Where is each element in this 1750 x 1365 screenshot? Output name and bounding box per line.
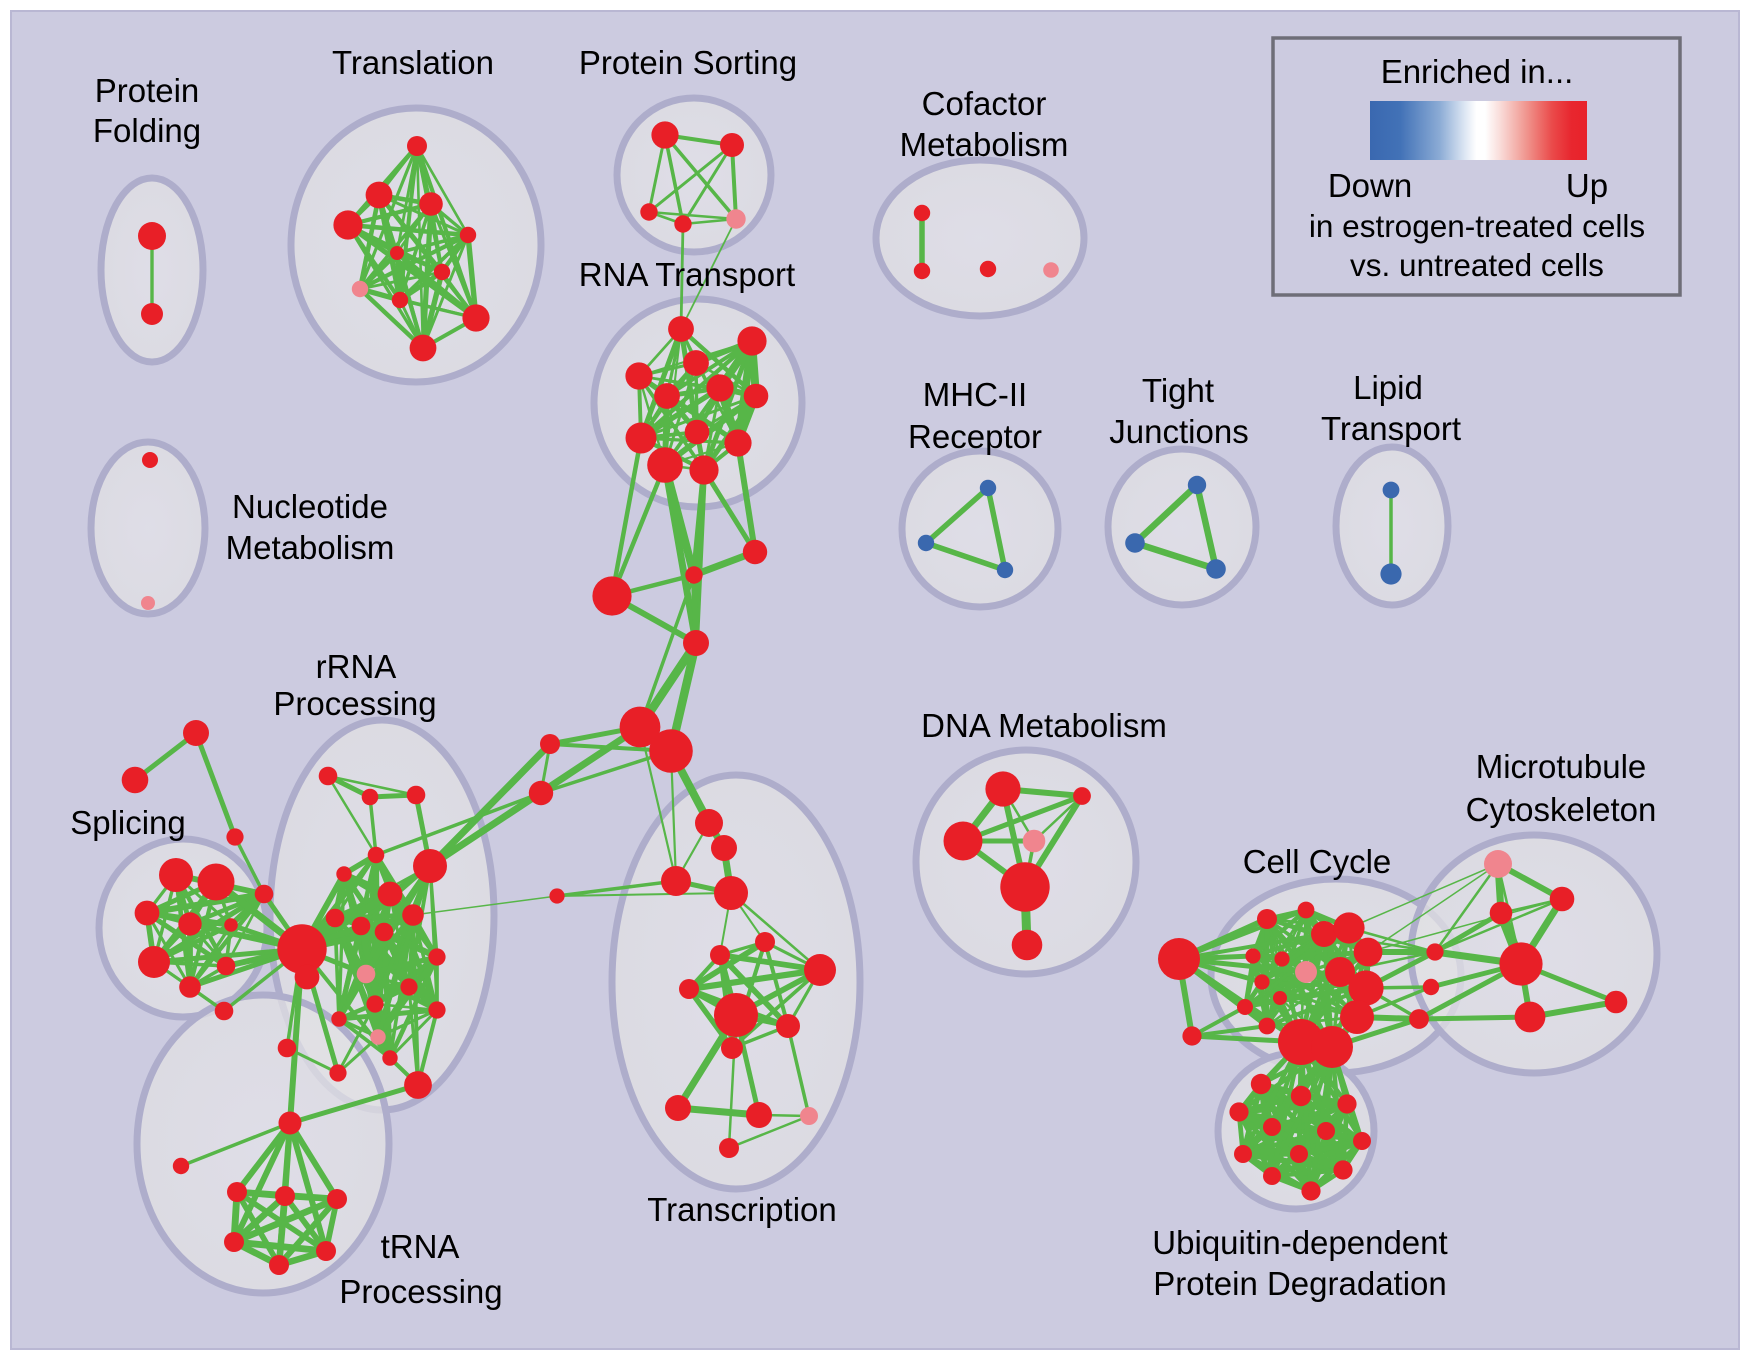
svg-text:Protein Degradation: Protein Degradation <box>1153 1265 1447 1302</box>
svg-text:Nucleotide: Nucleotide <box>232 488 388 525</box>
svg-text:Processing: Processing <box>273 685 436 722</box>
svg-text:Cytoskeleton: Cytoskeleton <box>1466 791 1657 828</box>
svg-text:Junctions: Junctions <box>1109 413 1248 450</box>
svg-text:vs. untreated cells: vs. untreated cells <box>1350 247 1604 283</box>
svg-text:Up: Up <box>1566 167 1608 204</box>
svg-text:Enriched in...: Enriched in... <box>1381 53 1574 90</box>
svg-text:Folding: Folding <box>93 112 201 149</box>
svg-text:Microtubule: Microtubule <box>1476 748 1647 785</box>
svg-text:Protein Sorting: Protein Sorting <box>579 44 797 81</box>
svg-text:Ubiquitin-dependent: Ubiquitin-dependent <box>1152 1224 1447 1261</box>
svg-text:Metabolism: Metabolism <box>226 529 395 566</box>
svg-text:Receptor: Receptor <box>908 418 1042 455</box>
svg-text:Transcription: Transcription <box>647 1191 837 1228</box>
svg-text:Splicing: Splicing <box>70 804 186 841</box>
svg-text:in estrogen-treated cells: in estrogen-treated cells <box>1309 208 1645 244</box>
svg-text:Tight: Tight <box>1142 372 1214 409</box>
svg-text:Cell Cycle: Cell Cycle <box>1243 843 1392 880</box>
svg-text:Transport: Transport <box>1321 410 1461 447</box>
svg-text:Translation: Translation <box>332 44 494 81</box>
svg-text:tRNA: tRNA <box>381 1228 460 1265</box>
svg-text:Processing: Processing <box>339 1273 502 1310</box>
svg-text:Cofactor: Cofactor <box>922 85 1047 122</box>
svg-text:RNA Transport: RNA Transport <box>579 256 795 293</box>
svg-text:Down: Down <box>1328 167 1412 204</box>
svg-text:Metabolism: Metabolism <box>900 126 1069 163</box>
svg-text:rRNA: rRNA <box>316 648 397 685</box>
svg-text:MHC-II: MHC-II <box>923 376 1027 413</box>
svg-text:Lipid: Lipid <box>1353 369 1423 406</box>
svg-text:Protein: Protein <box>95 72 200 109</box>
svg-text:DNA Metabolism: DNA Metabolism <box>921 707 1167 744</box>
